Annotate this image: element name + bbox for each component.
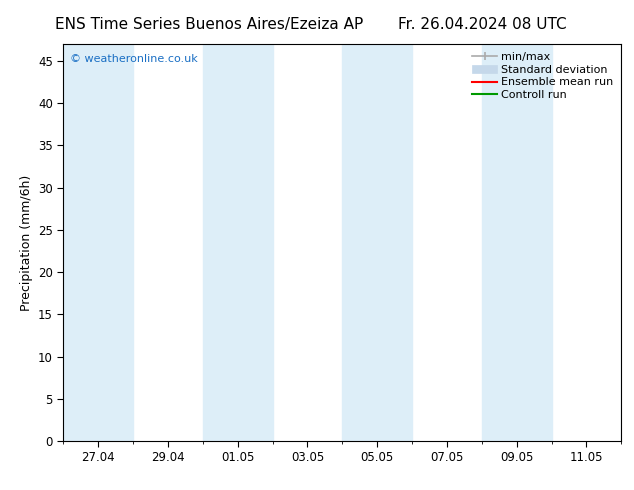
Text: Fr. 26.04.2024 08 UTC: Fr. 26.04.2024 08 UTC <box>398 17 566 32</box>
Bar <box>203 44 273 441</box>
Bar <box>63 44 133 441</box>
Text: ENS Time Series Buenos Aires/Ezeiza AP: ENS Time Series Buenos Aires/Ezeiza AP <box>55 17 363 32</box>
Legend: min/max, Standard deviation, Ensemble mean run, Controll run: min/max, Standard deviation, Ensemble me… <box>470 49 616 102</box>
Text: © weatheronline.co.uk: © weatheronline.co.uk <box>70 54 198 64</box>
Bar <box>482 44 552 441</box>
Bar <box>342 44 412 441</box>
Y-axis label: Precipitation (mm/6h): Precipitation (mm/6h) <box>20 174 32 311</box>
